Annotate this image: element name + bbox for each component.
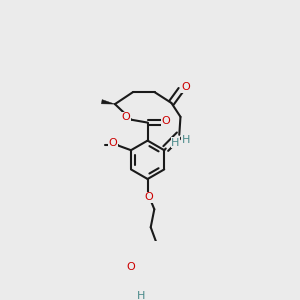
Text: O: O [162, 116, 170, 126]
Text: O: O [182, 82, 190, 92]
Text: O: O [122, 112, 130, 122]
Text: H: H [171, 137, 179, 148]
Text: O: O [144, 192, 153, 202]
Polygon shape [101, 100, 115, 104]
Text: O: O [109, 139, 117, 148]
Text: O: O [126, 262, 135, 272]
Text: H: H [136, 291, 145, 300]
Text: H: H [182, 135, 190, 145]
